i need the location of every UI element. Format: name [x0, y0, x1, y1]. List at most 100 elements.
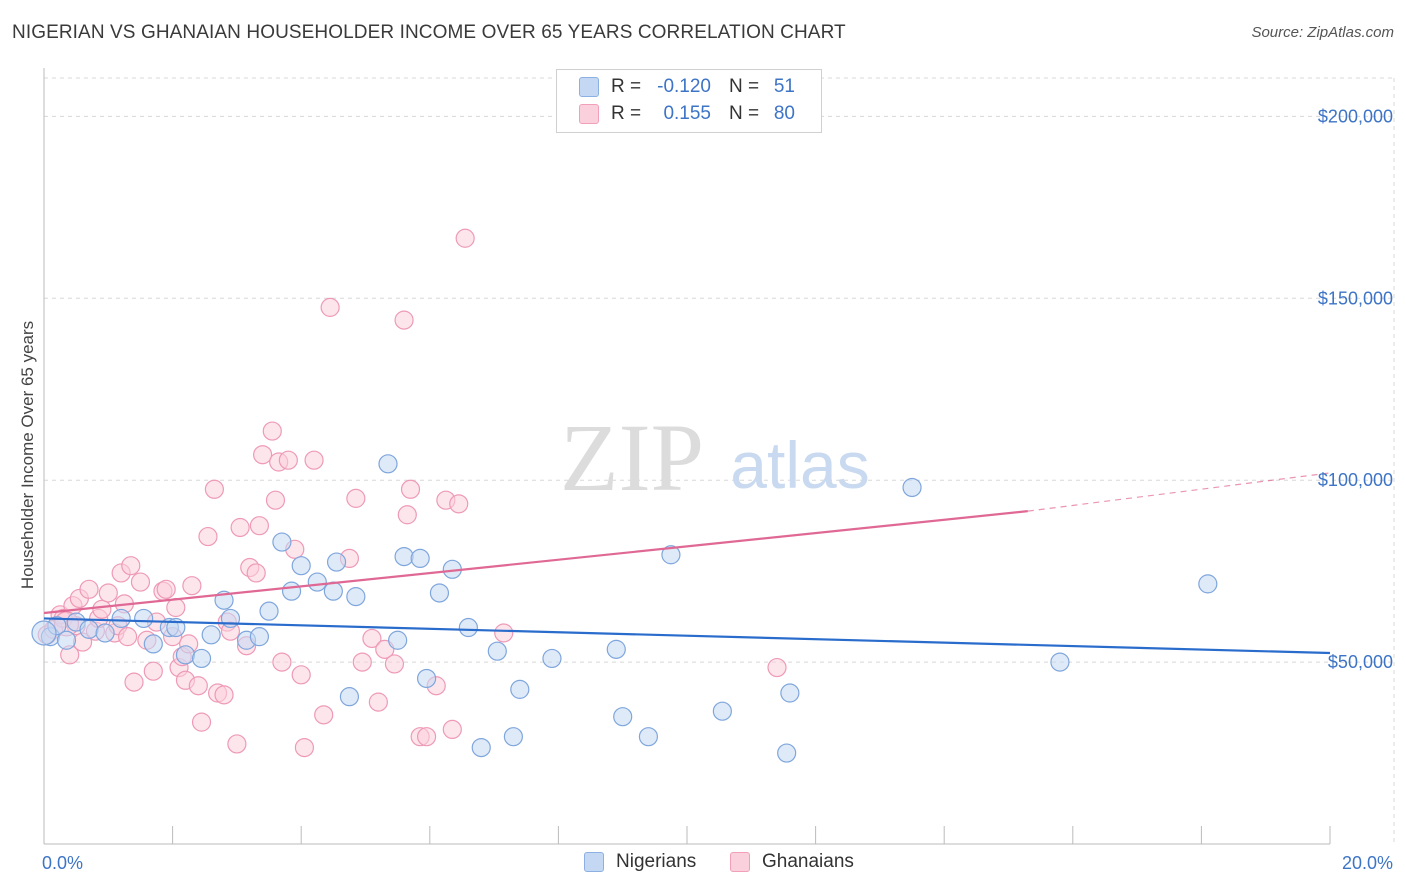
series-legend: Nigerians Ghanaians [0, 851, 1406, 879]
nigerians-point [1050, 652, 1070, 672]
nigerians-swatch [579, 77, 599, 97]
nigerians-legend-label: Nigerians [616, 851, 697, 872]
nigerians-trend-line [43, 617, 1331, 655]
r-label: R = [611, 103, 642, 124]
nigerians-point [458, 617, 478, 638]
ghanaians-point [92, 599, 112, 619]
ghanaians-point [230, 517, 250, 538]
ghanaians-point [304, 450, 324, 470]
ghanaians-point [767, 657, 787, 678]
nigerians-points [31, 454, 1218, 763]
nigerians-point [638, 727, 659, 747]
ghanaians-point [265, 490, 286, 510]
stats-legend: R = -0.120 N = 51 R = 0.155 N = 80 [556, 69, 822, 133]
nigerians-point [291, 556, 311, 576]
chart-title: NIGERIAN VS GHANAIAN HOUSEHOLDER INCOME … [12, 22, 846, 43]
nigerians-point [388, 630, 408, 650]
ghanaians-point [397, 505, 417, 525]
nigerians-point [134, 608, 154, 629]
n-label: N = [729, 76, 760, 97]
nigerians-point [201, 625, 221, 645]
nigerians-point [143, 634, 163, 654]
ghanaians-point [227, 734, 247, 754]
nigerians-point [111, 608, 131, 629]
ghanaians-point [416, 727, 437, 747]
y-tick-label: $50,000 [1328, 652, 1393, 672]
ghanaians-point [156, 579, 176, 599]
ghanaians-point [121, 556, 141, 576]
ghanaians-point [188, 676, 208, 696]
ghanaians-point [246, 563, 266, 583]
nigerians-point [259, 601, 279, 621]
ghanaians-point [400, 479, 421, 499]
ghanaians-point [191, 712, 212, 732]
r-label: R = [611, 76, 642, 97]
nigerians-point [307, 572, 327, 592]
ghanaians-point [117, 627, 138, 647]
ghanaians-point [98, 583, 118, 603]
nigerians-point [410, 548, 430, 569]
ghanaians-point [294, 737, 315, 758]
nigerians-point [394, 546, 414, 567]
ghanaians-point [278, 450, 298, 470]
nigerians-point [429, 583, 450, 603]
watermark: ZIP atlas [560, 404, 870, 511]
nigerians-point [339, 687, 360, 707]
ghanaians-point [442, 719, 462, 740]
nigerians-point [175, 645, 196, 665]
ghanaians-point [198, 526, 218, 547]
legend-item-ghanaians[interactable]: Ghanaians [730, 851, 854, 873]
nigerians-point [191, 648, 212, 669]
nigerians-point [503, 727, 523, 747]
ghanaians-point [320, 297, 340, 317]
y-tick-label: $150,000 [1318, 288, 1393, 308]
ghanaians-point [79, 579, 99, 599]
nigerians-point [281, 581, 302, 601]
nigerians-point [613, 707, 633, 727]
legend-item-nigerians[interactable]: Nigerians [584, 851, 696, 873]
ghanaians-point [124, 672, 144, 692]
ghanaians-point [143, 661, 163, 681]
nigerians-point [487, 641, 507, 661]
ghanaians-point [352, 652, 372, 672]
x-tick-label: 20.0% [1342, 853, 1393, 873]
nigerians-point [31, 620, 57, 646]
ghanaians-point [253, 445, 273, 465]
nigerians-point [510, 679, 530, 699]
ghanaians-point [368, 692, 388, 712]
nigerians-point [606, 639, 626, 659]
x-tick-labels: 0.0% 20.0% [42, 853, 1393, 873]
nigerians-point [272, 532, 292, 552]
nigerians-point [95, 623, 115, 643]
nigerians-point [712, 701, 732, 721]
y-tick-label: $100,000 [1318, 470, 1393, 490]
nigerians-point [56, 630, 77, 650]
nigerians-point [471, 737, 491, 758]
nigerians-legend-swatch [584, 852, 604, 872]
ghanaians-legend-label: Ghanaians [762, 851, 854, 872]
nigerians-point [346, 587, 366, 607]
nigerians-point [326, 552, 347, 572]
r-value: -0.120 [657, 76, 711, 97]
n-value: 51 [773, 76, 795, 97]
ghanaians-point [272, 652, 292, 672]
nigerians-point [416, 668, 437, 689]
nigerians-point [542, 648, 562, 669]
ghanaians-trend-line [43, 510, 1028, 615]
nigerians-point [249, 627, 270, 647]
r-value: 0.155 [663, 103, 711, 124]
legend-row-nigerians: R = -0.120 N = 51 [557, 74, 795, 100]
ghanaians-point [214, 685, 234, 705]
ghanaians-point [249, 516, 270, 536]
ghanaians-point [346, 488, 366, 508]
ghanaians-trend-line [1027, 472, 1331, 512]
ghanaians-legend-swatch [730, 852, 750, 872]
ghanaians-point [130, 572, 151, 592]
ghanaians-point [291, 665, 311, 685]
ghanaians-point [362, 628, 382, 649]
ghanaians-point [204, 479, 224, 499]
y-tick-label: $200,000 [1318, 106, 1393, 126]
nigerians-point [777, 743, 797, 763]
ghanaians-point [455, 228, 475, 248]
